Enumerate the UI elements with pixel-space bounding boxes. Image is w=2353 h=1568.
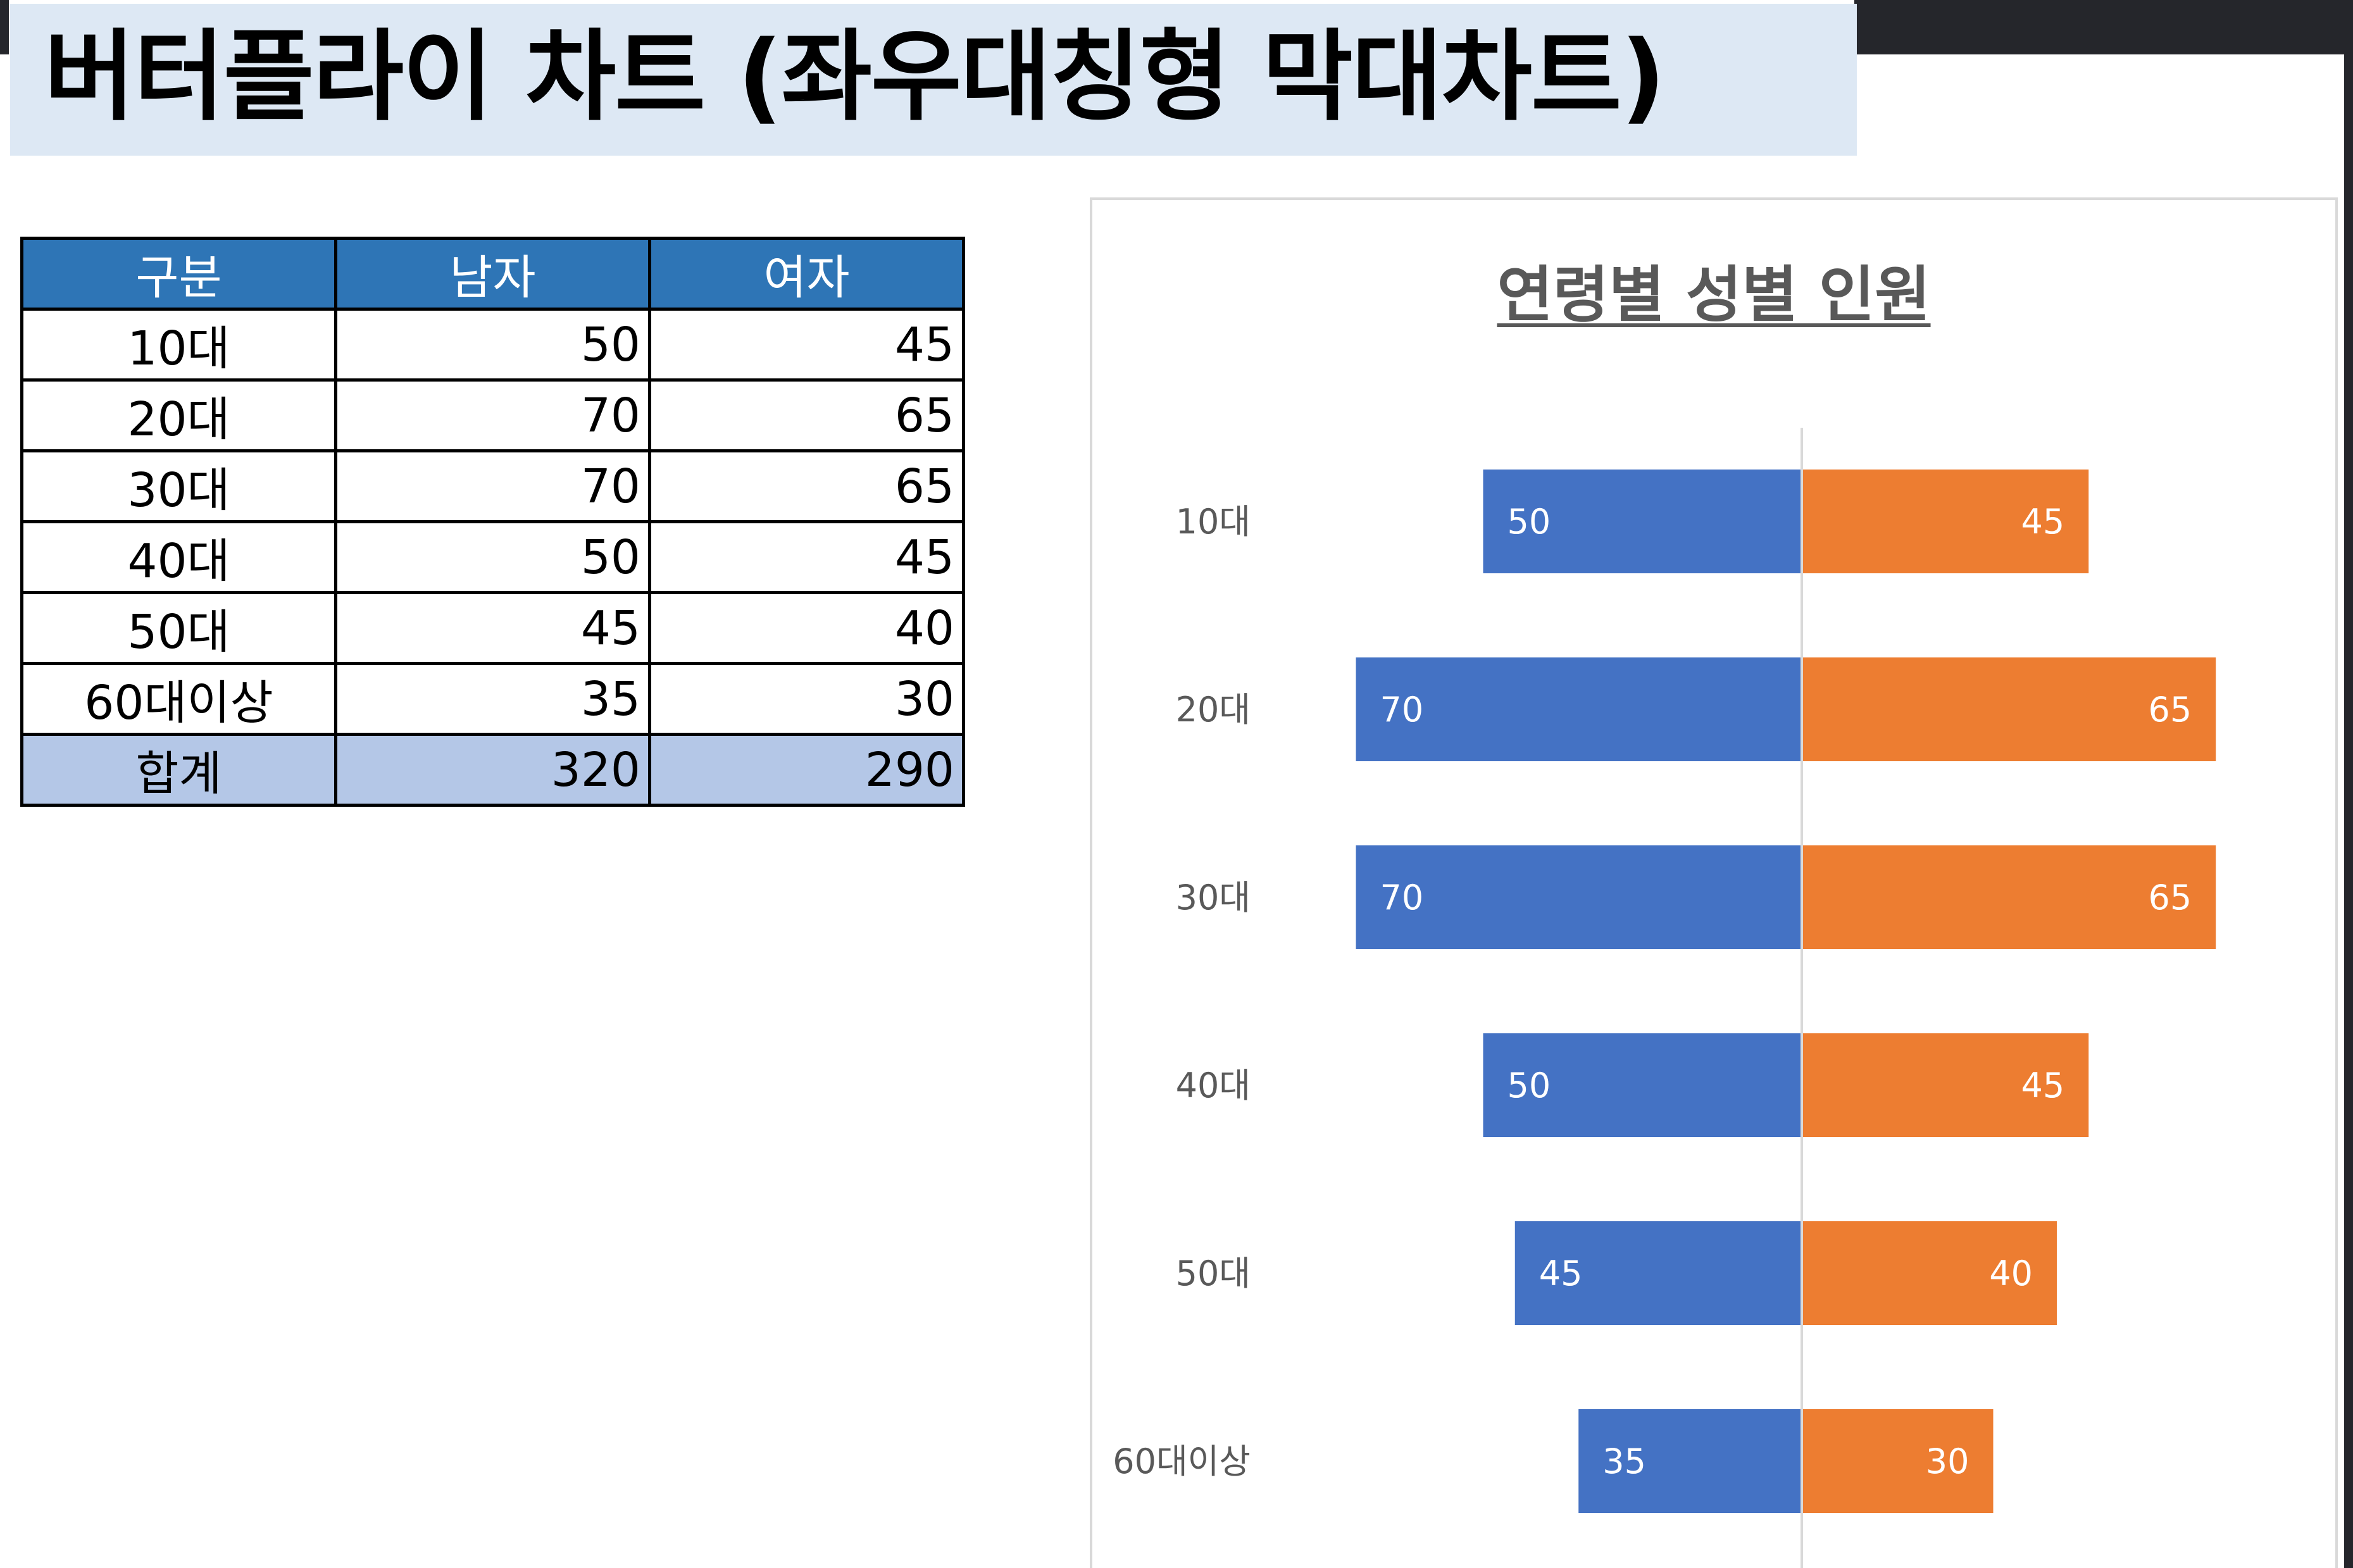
table-total-label[interactable]: 합계 xyxy=(20,733,337,807)
butterfly-chart: 50 45 10대 70 65 20대 70 65 30대 50 45 40대 45 40 50대 35 30 6… xyxy=(1113,428,2216,1568)
table-header-female[interactable]: 여자 xyxy=(648,237,965,311)
table-cell-female[interactable]: 30 xyxy=(648,662,965,736)
category-tick-label: 30대 xyxy=(1176,878,1251,918)
table-cell-male[interactable]: 50 xyxy=(334,308,651,382)
table-total-row: 합계 320 290 xyxy=(20,733,965,807)
table-total-male[interactable]: 320 xyxy=(334,733,651,807)
table-cell-category[interactable]: 30대 xyxy=(20,449,337,523)
table-header-category[interactable]: 구분 xyxy=(20,237,337,311)
data-label-right: 40 xyxy=(1989,1254,2033,1293)
bar-left[interactable] xyxy=(1514,1221,1801,1325)
category-tick-label: 50대 xyxy=(1176,1254,1251,1293)
table-cell-female[interactable]: 40 xyxy=(648,591,965,665)
table-total-female[interactable]: 290 xyxy=(648,733,965,807)
table-cell-category[interactable]: 20대 xyxy=(20,378,337,452)
data-label-left: 50 xyxy=(1507,1066,1551,1105)
bar-right[interactable] xyxy=(1802,845,2216,949)
table-header-row: 구분 남자 여자 xyxy=(20,237,965,311)
table-cell-category[interactable]: 50대 xyxy=(20,591,337,665)
data-label-right: 65 xyxy=(2149,878,2192,918)
data-label-left: 70 xyxy=(1380,690,1424,730)
table-cell-male[interactable]: 45 xyxy=(334,591,651,665)
data-label-left: 70 xyxy=(1380,878,1424,918)
table-cell-female[interactable]: 45 xyxy=(648,520,965,594)
title-banner: 버터플라이 차트 (좌우대칭형 막대차트) xyxy=(10,4,1857,156)
table-cell-male[interactable]: 70 xyxy=(334,378,651,452)
table-row: 40대 50 45 xyxy=(20,520,965,594)
data-label-right: 45 xyxy=(2021,1066,2065,1105)
bar-left[interactable] xyxy=(1356,657,1802,761)
table-row: 10대 50 45 xyxy=(20,308,965,382)
table-cell-category[interactable]: 10대 xyxy=(20,308,337,382)
table-row: 60대이상 35 30 xyxy=(20,662,965,736)
data-label-right: 65 xyxy=(2149,690,2192,730)
data-label-right: 45 xyxy=(2021,502,2065,542)
table-row: 50대 45 40 xyxy=(20,591,965,665)
bar-right[interactable] xyxy=(1802,1033,2089,1137)
table-cell-male[interactable]: 35 xyxy=(334,662,651,736)
bar-left[interactable] xyxy=(1578,1409,1801,1513)
bar-right[interactable] xyxy=(1802,657,2216,761)
table-row: 30대 70 65 xyxy=(20,449,965,523)
bar-left[interactable] xyxy=(1356,845,1802,949)
bar-left[interactable] xyxy=(1483,1033,1802,1137)
table-row: 20대 70 65 xyxy=(20,378,965,452)
data-label-left: 35 xyxy=(1602,1441,1646,1481)
chart-title: 연령별 성별 인원 xyxy=(1497,259,1931,330)
table-cell-female[interactable]: 65 xyxy=(648,449,965,523)
window-frame-top xyxy=(1854,0,2353,54)
chart-panel[interactable]: 연령별 성별 인원 50 45 10대 70 65 20대 70 65 30대 50 45 40대 45… xyxy=(1090,197,2338,1568)
category-tick-label: 10대 xyxy=(1176,502,1251,542)
bar-right[interactable] xyxy=(1802,1221,2057,1325)
category-tick-label: 20대 xyxy=(1176,690,1251,730)
table-cell-male[interactable]: 70 xyxy=(334,449,651,523)
page-title: 버터플라이 차트 (좌우대칭형 막대차트) xyxy=(44,19,1666,134)
data-label-left: 45 xyxy=(1539,1254,1583,1293)
bar-right[interactable] xyxy=(1802,1409,1994,1513)
data-label-left: 50 xyxy=(1507,502,1551,542)
window-frame-right xyxy=(2344,54,2353,1568)
table-cell-female[interactable]: 45 xyxy=(648,308,965,382)
table-cell-female[interactable]: 65 xyxy=(648,378,965,452)
table-cell-category[interactable]: 60대이상 xyxy=(20,662,337,736)
window-frame-left xyxy=(0,0,9,54)
table-cell-male[interactable]: 50 xyxy=(334,520,651,594)
data-table: 구분 남자 여자 10대 50 45 20대 70 65 30대 70 65 xyxy=(20,237,965,807)
bar-right[interactable] xyxy=(1802,470,2089,573)
data-label-right: 30 xyxy=(1926,1441,1969,1481)
table-header-male[interactable]: 남자 xyxy=(334,237,651,311)
bar-left[interactable] xyxy=(1483,470,1802,573)
table-cell-category[interactable]: 40대 xyxy=(20,520,337,594)
category-tick-label: 40대 xyxy=(1176,1066,1251,1105)
category-tick-label: 60대이상 xyxy=(1113,1441,1251,1481)
